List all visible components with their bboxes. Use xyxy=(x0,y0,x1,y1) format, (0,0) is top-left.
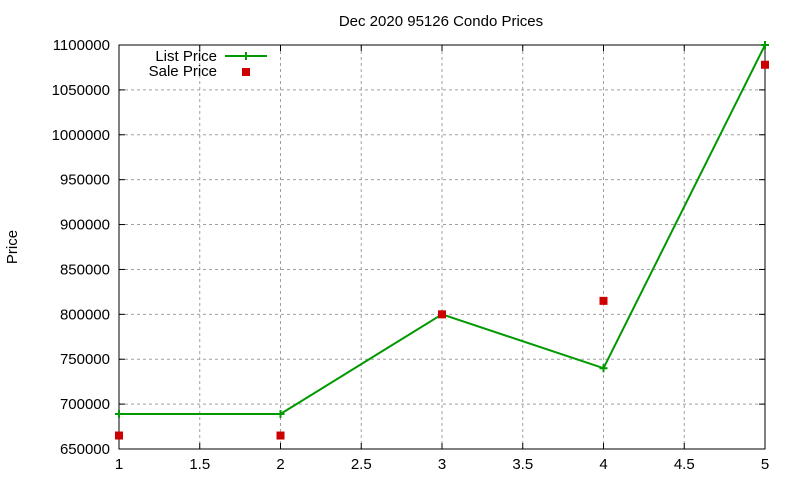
data-point-plus-icon xyxy=(599,364,608,373)
data-point-square-icon xyxy=(761,60,769,69)
x-tick-label: 4.5 xyxy=(674,456,695,473)
data-point-plus-icon xyxy=(115,409,123,418)
x-axis-ticks: 1 1.5 2 2.5 3 3.5 4 4.5 5 xyxy=(115,45,769,473)
x-tick-label: 5 xyxy=(761,456,769,473)
legend-label-list-price: List Price xyxy=(155,48,217,65)
y-axis-ticks: 650000 700000 750000 800000 850000 900000 9500… xyxy=(52,37,765,458)
y-tick-label: 750000 xyxy=(60,351,110,368)
x-tick-label: 1.5 xyxy=(189,456,210,473)
data-point-square-icon xyxy=(438,310,446,319)
legend-label-sale-price: Sale Price xyxy=(149,63,217,80)
y-tick-label: 1000000 xyxy=(52,127,110,144)
data-point-square-icon xyxy=(276,431,285,440)
x-tick-label: 2.5 xyxy=(351,456,372,473)
chart-title: Dec 2020 95126 Condo Prices xyxy=(339,13,543,30)
legend: List Price Sale Price xyxy=(149,48,267,80)
legend-marker-square-icon xyxy=(242,68,250,76)
legend-marker-plus-icon xyxy=(242,52,250,60)
x-tick-label: 3.5 xyxy=(512,456,533,473)
y-tick-label: 1050000 xyxy=(52,82,110,99)
series-layer xyxy=(115,41,769,440)
data-point-square-icon xyxy=(599,296,608,305)
y-axis-label: Price xyxy=(4,230,21,264)
y-tick-label: 650000 xyxy=(60,441,110,458)
x-tick-label: 4 xyxy=(599,456,607,473)
data-point-square-icon xyxy=(115,431,123,440)
data-point-plus-icon xyxy=(276,409,285,418)
grid-lines xyxy=(119,45,765,449)
x-tick-label: 3 xyxy=(438,456,446,473)
y-tick-label: 850000 xyxy=(60,261,110,278)
x-tick-label: 1 xyxy=(115,456,123,473)
y-tick-label: 700000 xyxy=(60,396,110,413)
y-tick-label: 1100000 xyxy=(53,37,110,54)
y-tick-label: 800000 xyxy=(60,306,110,323)
y-tick-label: 900000 xyxy=(60,217,110,234)
x-tick-label: 2 xyxy=(276,456,284,473)
data-point-plus-icon xyxy=(761,41,769,49)
y-tick-label: 950000 xyxy=(60,172,110,189)
